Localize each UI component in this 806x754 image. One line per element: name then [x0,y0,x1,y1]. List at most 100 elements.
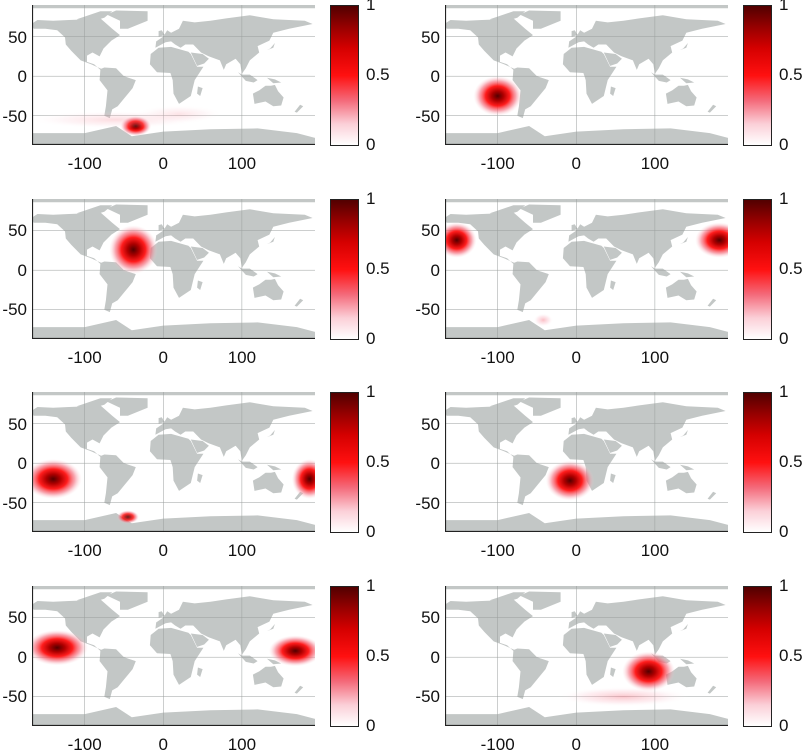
land-mass [568,402,726,461]
land-mass [445,706,728,726]
land-mass [445,126,728,145]
land-mass [707,685,717,694]
land-mass [489,11,526,23]
land-mass [610,280,616,290]
land-mass [76,398,113,410]
land-mass [294,685,304,694]
colorbar-tick-label: 0 [779,135,789,154]
land-mass [678,43,688,51]
land-mass [568,15,726,74]
colorbar-tick-label: 1 [366,382,376,401]
land-mass [155,402,313,461]
land-mass [99,454,136,506]
land-mass [603,246,622,260]
y-tick-label: 50 [421,414,440,434]
x-tick-label: 100 [227,734,257,754]
land-mass [76,11,113,23]
land-mass [252,84,284,107]
land-mass [265,623,275,632]
land-mass [680,271,695,277]
colorbar-tick-label: 0.5 [366,645,390,665]
density-hotspot [533,312,554,327]
x-tick-label: 0 [571,541,581,560]
land-mass [665,84,697,107]
density-hotspot [557,686,690,707]
map-plot [32,5,315,145]
y-tick-label: -50 [2,687,27,707]
land-mass [678,623,688,632]
colorbar [330,5,359,146]
land-mass [106,10,148,29]
land-mass [294,104,304,113]
land-mass [519,591,561,610]
land-mass [76,591,113,603]
x-tick-label: 100 [640,347,670,367]
map-plot [32,392,315,532]
land-mass [32,405,120,457]
land-mass [252,278,284,300]
land-mass [603,633,622,647]
land-mass [99,261,136,312]
y-tick-label: 50 [8,221,27,241]
land-mass [267,464,282,471]
land-mass [568,595,726,655]
land-mass [197,473,203,483]
land-mass [252,665,284,687]
colorbar-tick-label: 0.5 [779,452,803,471]
x-tick-label: 100 [227,347,257,367]
density-hotspot [291,459,315,499]
land-mass [445,513,728,532]
density-hotspot [134,105,224,124]
land-mass [252,471,284,494]
land-mass [610,473,616,483]
land-mass [32,5,315,9]
y-tick-label: -50 [415,300,440,320]
colorbar-tick-label: 1 [779,188,789,208]
land-mass [512,261,549,312]
colorbar [743,5,772,146]
map-plot [32,198,315,339]
x-tick-label: 100 [640,154,670,173]
land-mass [445,405,533,457]
colorbar-tick-label: 0.5 [779,258,803,278]
map-panel-7 [32,585,315,726]
map-panel-5 [32,392,315,532]
land-mass [190,52,209,66]
land-mass [190,246,209,260]
land-mass [512,648,549,699]
colorbar-tick-label: 1 [366,0,376,14]
colorbar-tick-label: 1 [366,575,376,595]
land-mass [445,598,533,651]
land-mass [267,658,282,664]
land-mass [267,271,282,277]
colorbar-tick-label: 1 [779,382,789,401]
colorbar [743,585,772,727]
land-mass [267,77,282,84]
land-mass [99,67,136,119]
y-tick-label: -50 [415,687,440,707]
y-tick-label: 0 [17,67,27,87]
land-mass [32,18,120,70]
map-plot [32,585,315,726]
land-mass [603,52,622,66]
colorbar-tick-label: 0 [366,715,376,735]
land-mass [489,398,526,410]
colorbar [330,392,359,533]
land-mass [294,298,304,307]
map-panel-2 [445,5,728,145]
land-mass [197,280,203,290]
colorbar-tick-label: 0 [366,522,376,541]
y-tick-label: 0 [17,260,27,280]
y-tick-label: 50 [8,27,27,47]
land-mass [512,67,549,119]
x-tick-label: 0 [571,154,581,173]
land-mass [707,104,717,113]
y-tick-label: 50 [421,27,440,47]
colorbar [330,198,359,340]
density-hotspot [473,76,522,116]
land-mass [197,667,203,677]
map-panel-4 [445,198,728,339]
density-hotspot [32,629,88,665]
land-mass [651,72,671,83]
colorbar-tick-label: 0.5 [366,258,390,278]
